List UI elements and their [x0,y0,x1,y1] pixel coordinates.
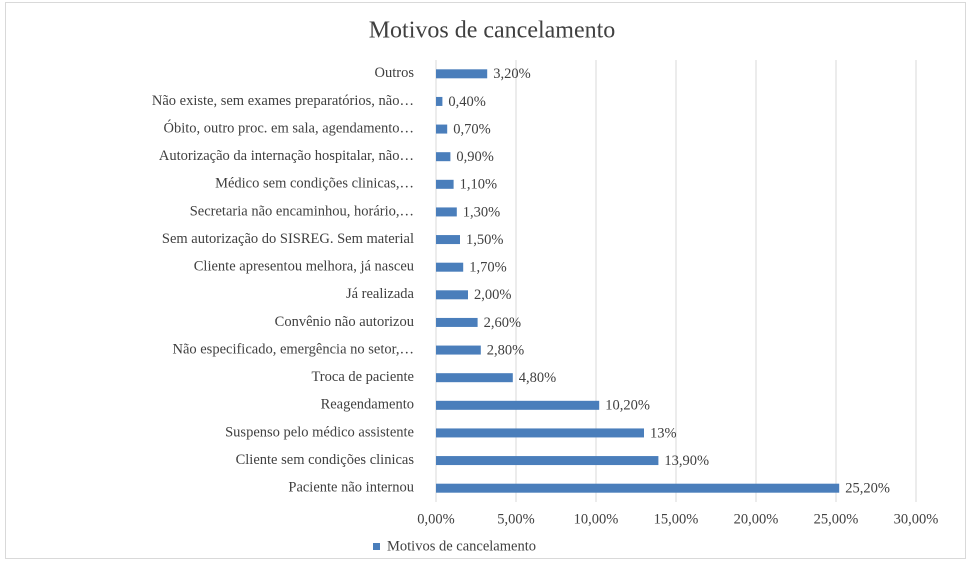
y-tick-label: Não existe, sem exames preparatórios, nã… [152,93,414,109]
data-label: 0,40% [448,94,485,110]
data-label: 0,90% [456,149,493,165]
bar [436,124,448,134]
y-tick-label: Outros [375,65,415,81]
chart-frame [5,2,966,559]
y-tick-label: Não especificado, emergência no setor,… [172,341,414,357]
y-tick-label: Convênio não autorizou [275,314,414,330]
data-label: 2,00% [474,287,511,303]
bar [436,262,464,272]
y-tick-label: Paciente não internou [288,480,414,496]
legend-label: Motivos de cancelamento [387,538,536,554]
bar [436,179,454,189]
y-tick-label: Secretaria não encaminhou, horário,… [190,203,414,219]
x-tick-label: 15,00% [654,511,699,527]
bar [436,207,457,217]
y-tick-label: Autorização da internação hospitalar, nã… [159,148,414,164]
legend-swatch [373,543,380,550]
data-label: 10,20% [605,398,650,414]
y-tick-label: Reagendamento [321,397,414,413]
x-tick-label: 0,00% [417,511,454,527]
y-tick-label: Sem autorização do SISREG. Sem material [162,231,414,247]
x-tick-label: 10,00% [574,511,619,527]
y-tick-label: Médico sem condições clinicas,… [215,176,414,192]
x-tick-label: 20,00% [734,511,779,527]
bar [436,400,600,410]
bar [436,373,513,383]
y-tick-label: Cliente sem condições clinicas [236,452,415,468]
data-label: 3,20% [493,66,530,82]
x-tick-label: 30,00% [894,511,939,527]
y-tick-label: Troca de paciente [311,369,414,385]
data-label: 1,10% [460,177,497,193]
chart-title: Motivos de cancelamento [369,18,616,44]
bar [436,152,451,162]
data-label: 2,60% [484,315,521,331]
data-label: 4,80% [519,370,556,386]
y-tick-label: Suspenso pelo médico assistente [225,424,414,440]
bar [436,235,460,245]
bar [436,96,443,106]
x-tick-label: 25,00% [814,511,859,527]
data-label: 0,70% [453,121,490,137]
x-tick-label: 5,00% [497,511,534,527]
data-label: 2,80% [487,342,524,358]
bar [436,456,659,466]
data-label: 1,30% [463,204,500,220]
data-label: 1,70% [469,260,506,276]
bar [436,69,488,79]
y-tick-label: Já realizada [346,286,415,302]
data-label: 13,90% [664,453,709,469]
data-label: 25,20% [845,481,890,497]
bar [436,428,644,438]
data-label: 13% [650,425,677,441]
y-tick-label: Cliente apresentou melhora, já nasceu [194,259,414,275]
bar [436,317,478,327]
bar [436,290,468,300]
data-label: 1,50% [466,232,503,248]
y-tick-label: Óbito, outro proc. em sala, agendamento… [164,119,414,136]
bar [436,483,840,493]
bar [436,345,481,355]
